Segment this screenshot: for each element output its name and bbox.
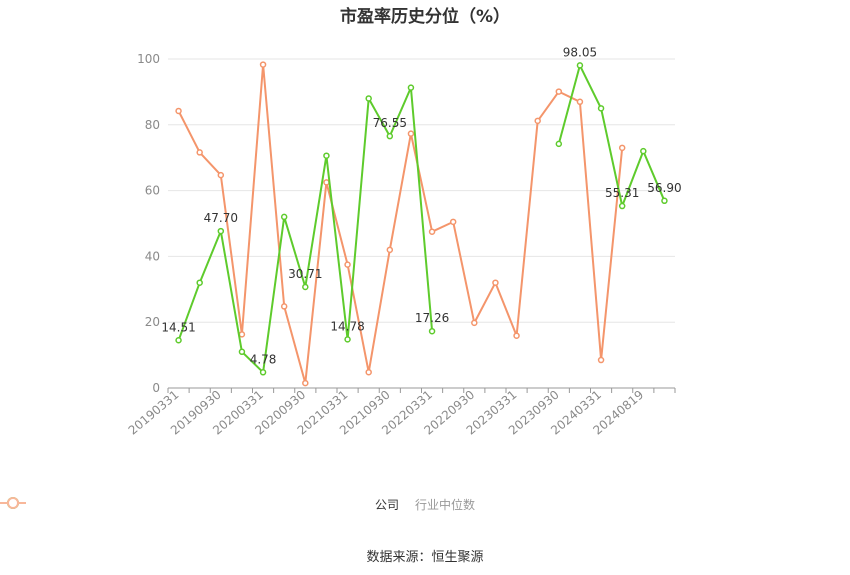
data-label: 14.78 [330, 319, 364, 333]
data-label: 55.31 [605, 186, 639, 200]
legend-item-industry-median[interactable]: 行业中位数 [0, 496, 476, 513]
data-point [555, 88, 563, 95]
data-point [597, 105, 605, 112]
data-point [302, 283, 309, 291]
data-point [280, 303, 288, 310]
data-point [196, 279, 203, 286]
y-tick-label: 100 [137, 52, 160, 66]
data-point [576, 98, 584, 106]
chart-title: 市盈率历史分位（%） [339, 7, 511, 27]
data-label: 47.70 [204, 211, 238, 225]
data-point [640, 147, 647, 155]
y-tick-label: 60 [145, 184, 160, 198]
data-point [344, 336, 351, 343]
data-point [449, 218, 457, 226]
data-point [407, 84, 415, 91]
data-label: 30.71 [288, 267, 322, 281]
data-point [555, 140, 563, 148]
data-point [365, 95, 372, 102]
data-point [471, 319, 478, 327]
data-point [217, 227, 225, 235]
data-point [492, 279, 499, 286]
data-point [238, 331, 246, 338]
data-point [513, 332, 520, 339]
data-point [196, 149, 203, 156]
data-point [428, 228, 436, 235]
legend: 公司 行业中位数 [0, 496, 850, 513]
y-tick-label: 20 [145, 315, 160, 329]
data-point [534, 117, 541, 125]
data-point [618, 202, 626, 210]
data-label: 76.55 [373, 116, 407, 130]
data-point [407, 130, 415, 137]
data-point [280, 213, 288, 221]
data-label: 17.26 [415, 311, 449, 325]
data-point [238, 348, 246, 356]
data-point [576, 62, 584, 69]
data-source: 数据来源：恒生聚源 [366, 550, 484, 565]
legend-label-company: 公司 [374, 498, 399, 512]
data-label: 14.51 [161, 320, 195, 334]
data-point [618, 144, 626, 152]
data-point [323, 152, 330, 159]
data-point [344, 261, 351, 268]
data-point [428, 327, 436, 335]
data-label: 98.05 [563, 45, 597, 59]
data-point [217, 171, 225, 179]
data-point [386, 132, 394, 140]
data-label: 4.78 [250, 352, 277, 366]
data-point [175, 107, 182, 115]
data-point [259, 61, 267, 68]
legend-line-icon [0, 497, 26, 509]
data-point [386, 246, 394, 254]
legend-label-industry-median: 行业中位数 [415, 498, 476, 512]
data-point [175, 337, 182, 344]
data-point [323, 179, 330, 186]
y-tick-label: 80 [145, 118, 160, 132]
data-point [259, 369, 267, 376]
series-line-industry-median [177, 63, 624, 385]
data-point [597, 356, 605, 364]
legend-item-company[interactable]: 公司 [0, 496, 399, 513]
data-point [365, 368, 372, 376]
data-point [661, 197, 668, 205]
data-point [302, 379, 309, 387]
y-tick-label: 40 [145, 249, 160, 263]
y-tick-label: 0 [152, 381, 160, 395]
data-label: 56.90 [647, 181, 681, 195]
